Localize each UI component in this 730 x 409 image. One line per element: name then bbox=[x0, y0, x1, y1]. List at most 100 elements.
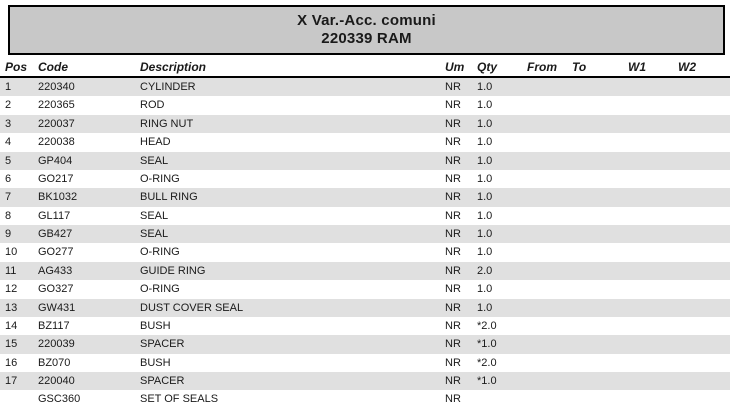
column-header-um: Um bbox=[445, 60, 465, 74]
header-separator-line bbox=[0, 76, 730, 78]
cell-um: NR bbox=[445, 301, 461, 314]
cell-w2 bbox=[678, 372, 730, 390]
cell-qty: *2.0 bbox=[477, 356, 497, 369]
table-row: 6 GO217 O-RING NR 1.0 bbox=[0, 170, 730, 188]
table-row: 14 BZ117 BUSH NR *2.0 bbox=[0, 317, 730, 335]
cell-description: O-RING bbox=[140, 246, 180, 259]
cell-code: 220040 bbox=[38, 375, 75, 387]
cell-pos: 7 bbox=[5, 191, 12, 204]
cell-to bbox=[572, 78, 628, 96]
cell-to bbox=[572, 335, 628, 353]
cell-to bbox=[572, 188, 628, 206]
cell-w1 bbox=[628, 78, 678, 96]
cell-code: 220340 bbox=[38, 81, 75, 93]
cell-qty: 2.0 bbox=[477, 264, 493, 277]
table-row: 2 220365 ROD NR 1.0 bbox=[0, 96, 730, 114]
cell-description: DUST COVER SEAL bbox=[140, 301, 244, 314]
cell-w1 bbox=[628, 152, 678, 170]
cell-code: GO327 bbox=[38, 283, 74, 296]
cell-um: NR bbox=[445, 228, 461, 240]
cell-um: NR bbox=[445, 375, 461, 387]
cell-w2 bbox=[678, 207, 730, 225]
cell-um: NR bbox=[445, 319, 461, 332]
cell-um: NR bbox=[445, 99, 461, 112]
cell-um: NR bbox=[445, 154, 461, 167]
cell-code: BK1032 bbox=[38, 191, 78, 204]
cell-w1 bbox=[628, 133, 678, 151]
cell-w1 bbox=[628, 354, 678, 372]
cell-from bbox=[527, 225, 572, 243]
cell-to bbox=[572, 115, 628, 133]
cell-w2 bbox=[678, 170, 730, 188]
cell-to bbox=[572, 354, 628, 372]
cell-pos: 15 bbox=[5, 338, 18, 351]
cell-to bbox=[572, 262, 628, 280]
cell-um: NR bbox=[445, 209, 461, 222]
page-subtitle: 220339 RAM bbox=[321, 30, 412, 47]
cell-to bbox=[572, 299, 628, 317]
cell-code: GO277 bbox=[38, 246, 74, 259]
cell-description: O-RING bbox=[140, 283, 180, 296]
cell-code: 220039 bbox=[38, 338, 75, 351]
cell-code: 220038 bbox=[38, 136, 75, 149]
cell-from bbox=[527, 207, 572, 225]
cell-qty: 1.0 bbox=[477, 99, 493, 112]
cell-description: SPACER bbox=[140, 338, 185, 351]
cell-w1 bbox=[628, 299, 678, 317]
cell-code: 220037 bbox=[38, 117, 75, 130]
cell-um: NR bbox=[445, 191, 461, 204]
cell-um: NR bbox=[445, 117, 461, 130]
cell-um: NR bbox=[445, 283, 461, 296]
cell-pos: 6 bbox=[5, 172, 12, 185]
column-header-pos: Pos bbox=[5, 60, 28, 74]
cell-from bbox=[527, 390, 572, 408]
cell-w2 bbox=[678, 243, 730, 261]
cell-from bbox=[527, 262, 572, 280]
cell-qty: 1.0 bbox=[477, 172, 493, 185]
cell-w1 bbox=[628, 317, 678, 335]
cell-from bbox=[527, 317, 572, 335]
cell-pos: 4 bbox=[5, 136, 12, 149]
title-box: X Var.-Acc. comuni 220339 RAM bbox=[8, 5, 725, 55]
table-header-row: Pos Code Description Um Qty From To W1 W… bbox=[0, 58, 730, 76]
cell-qty: 1.0 bbox=[477, 117, 493, 130]
cell-to bbox=[572, 243, 628, 261]
cell-um: NR bbox=[445, 172, 461, 185]
cell-um: NR bbox=[445, 81, 461, 93]
cell-code: 220365 bbox=[38, 99, 75, 112]
cell-w2 bbox=[678, 299, 730, 317]
cell-to bbox=[572, 225, 628, 243]
cell-code: GSC360 bbox=[38, 393, 81, 406]
cell-w1 bbox=[628, 188, 678, 206]
cell-description: CYLINDER bbox=[140, 81, 196, 93]
cell-code: BZ117 bbox=[38, 319, 70, 332]
cell-w2 bbox=[678, 280, 730, 298]
cell-from bbox=[527, 115, 572, 133]
cell-w2 bbox=[678, 317, 730, 335]
cell-description: BUSH bbox=[140, 356, 171, 369]
cell-code: GO217 bbox=[38, 172, 74, 185]
cell-pos: 9 bbox=[5, 228, 12, 240]
table-row: 3 220037 RING NUT NR 1.0 bbox=[0, 114, 730, 134]
cell-w1 bbox=[628, 335, 678, 353]
table-row: 4 220038 HEAD NR 1.0 bbox=[0, 133, 730, 151]
table-row: 11 AG433 GUIDE RING NR 2.0 bbox=[0, 261, 730, 281]
table-row: 7 BK1032 BULL RING NR 1.0 bbox=[0, 188, 730, 207]
cell-pos: 11 bbox=[5, 264, 17, 277]
cell-qty: *2.0 bbox=[477, 319, 497, 332]
cell-pos: 17 bbox=[5, 375, 18, 387]
cell-pos: 2 bbox=[5, 99, 12, 112]
cell-um: NR bbox=[445, 393, 461, 406]
table-row: GSC360 SET OF SEALS NR bbox=[0, 390, 730, 408]
table-row: 8 GL117 SEAL NR 1.0 bbox=[0, 207, 730, 225]
cell-w2 bbox=[678, 133, 730, 151]
cell-from bbox=[527, 188, 572, 206]
cell-pos: 10 bbox=[5, 246, 18, 259]
cell-w2 bbox=[678, 152, 730, 170]
cell-pos: 3 bbox=[5, 117, 12, 130]
cell-pos: 8 bbox=[5, 209, 12, 222]
cell-code: GP404 bbox=[38, 154, 73, 167]
cell-to bbox=[572, 207, 628, 225]
column-header-code: Code bbox=[38, 60, 68, 74]
